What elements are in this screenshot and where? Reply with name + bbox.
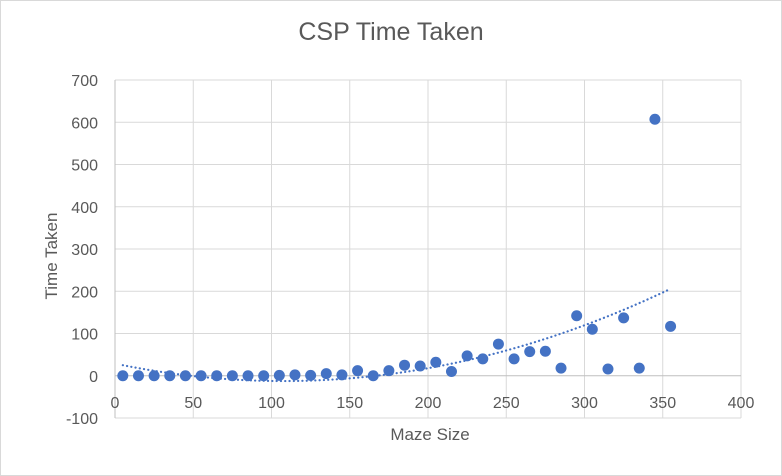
trendline bbox=[121, 287, 672, 383]
y-tick-label: 0 bbox=[89, 369, 98, 386]
x-tick-label: 150 bbox=[336, 395, 363, 412]
data-point bbox=[336, 369, 348, 381]
data-point bbox=[226, 370, 238, 382]
data-point bbox=[258, 370, 270, 382]
data-point bbox=[649, 113, 661, 125]
x-tick-label: 200 bbox=[415, 395, 442, 412]
data-point bbox=[508, 353, 520, 365]
data-point bbox=[445, 366, 457, 378]
data-point bbox=[461, 350, 473, 362]
x-tick-label: 350 bbox=[649, 395, 676, 412]
data-point bbox=[524, 346, 536, 358]
data-point bbox=[430, 356, 442, 368]
y-axis-title: Time Taken bbox=[42, 212, 61, 300]
x-tick-label: 100 bbox=[258, 395, 285, 412]
data-point bbox=[399, 359, 411, 371]
data-point bbox=[602, 363, 614, 375]
data-point bbox=[477, 353, 489, 365]
y-tick-label: -100 bbox=[66, 411, 98, 428]
data-point bbox=[352, 365, 364, 377]
data-point bbox=[273, 369, 285, 381]
y-tick-labels: -100 0 100 200 300 400 500 600 700 bbox=[66, 73, 98, 428]
data-point bbox=[633, 362, 645, 374]
trendline-path bbox=[121, 287, 672, 383]
data-point bbox=[164, 370, 176, 382]
x-tick-label: 50 bbox=[184, 395, 202, 412]
data-point bbox=[305, 369, 317, 381]
y-tick-label: 100 bbox=[71, 327, 98, 344]
data-point bbox=[555, 362, 567, 374]
x-tick-labels: 0 50 100 150 200 250 300 350 400 bbox=[111, 395, 755, 412]
data-point bbox=[117, 370, 129, 382]
data-point bbox=[289, 369, 301, 381]
data-point bbox=[665, 320, 677, 332]
x-tick-label: 300 bbox=[571, 395, 598, 412]
y-tick-label: 400 bbox=[71, 200, 98, 217]
y-tick-label: 200 bbox=[71, 284, 98, 301]
data-point bbox=[571, 310, 583, 322]
data-point bbox=[539, 345, 551, 357]
data-point bbox=[179, 370, 191, 382]
x-axis-title: Maze Size bbox=[390, 425, 470, 444]
y-tick-label: 500 bbox=[71, 158, 98, 175]
y-tick-label: 300 bbox=[71, 242, 98, 259]
data-point bbox=[618, 312, 630, 324]
x-tick-label: 0 bbox=[111, 395, 120, 412]
data-point bbox=[414, 360, 426, 372]
y-tick-label: 600 bbox=[71, 115, 98, 132]
data-point bbox=[586, 323, 598, 335]
data-point bbox=[242, 370, 254, 382]
data-point bbox=[148, 370, 160, 382]
data-point bbox=[211, 370, 223, 382]
data-point bbox=[492, 338, 504, 350]
data-point bbox=[367, 370, 379, 382]
x-tick-label: 400 bbox=[728, 395, 755, 412]
data-point bbox=[383, 365, 395, 377]
x-tick-label: 250 bbox=[493, 395, 520, 412]
data-points bbox=[117, 113, 677, 382]
data-point bbox=[195, 370, 207, 382]
data-point bbox=[132, 370, 144, 382]
data-point bbox=[320, 368, 332, 380]
gridlines bbox=[115, 79, 742, 419]
chart-title: CSP Time Taken bbox=[298, 18, 484, 46]
y-tick-label: 700 bbox=[71, 73, 98, 90]
